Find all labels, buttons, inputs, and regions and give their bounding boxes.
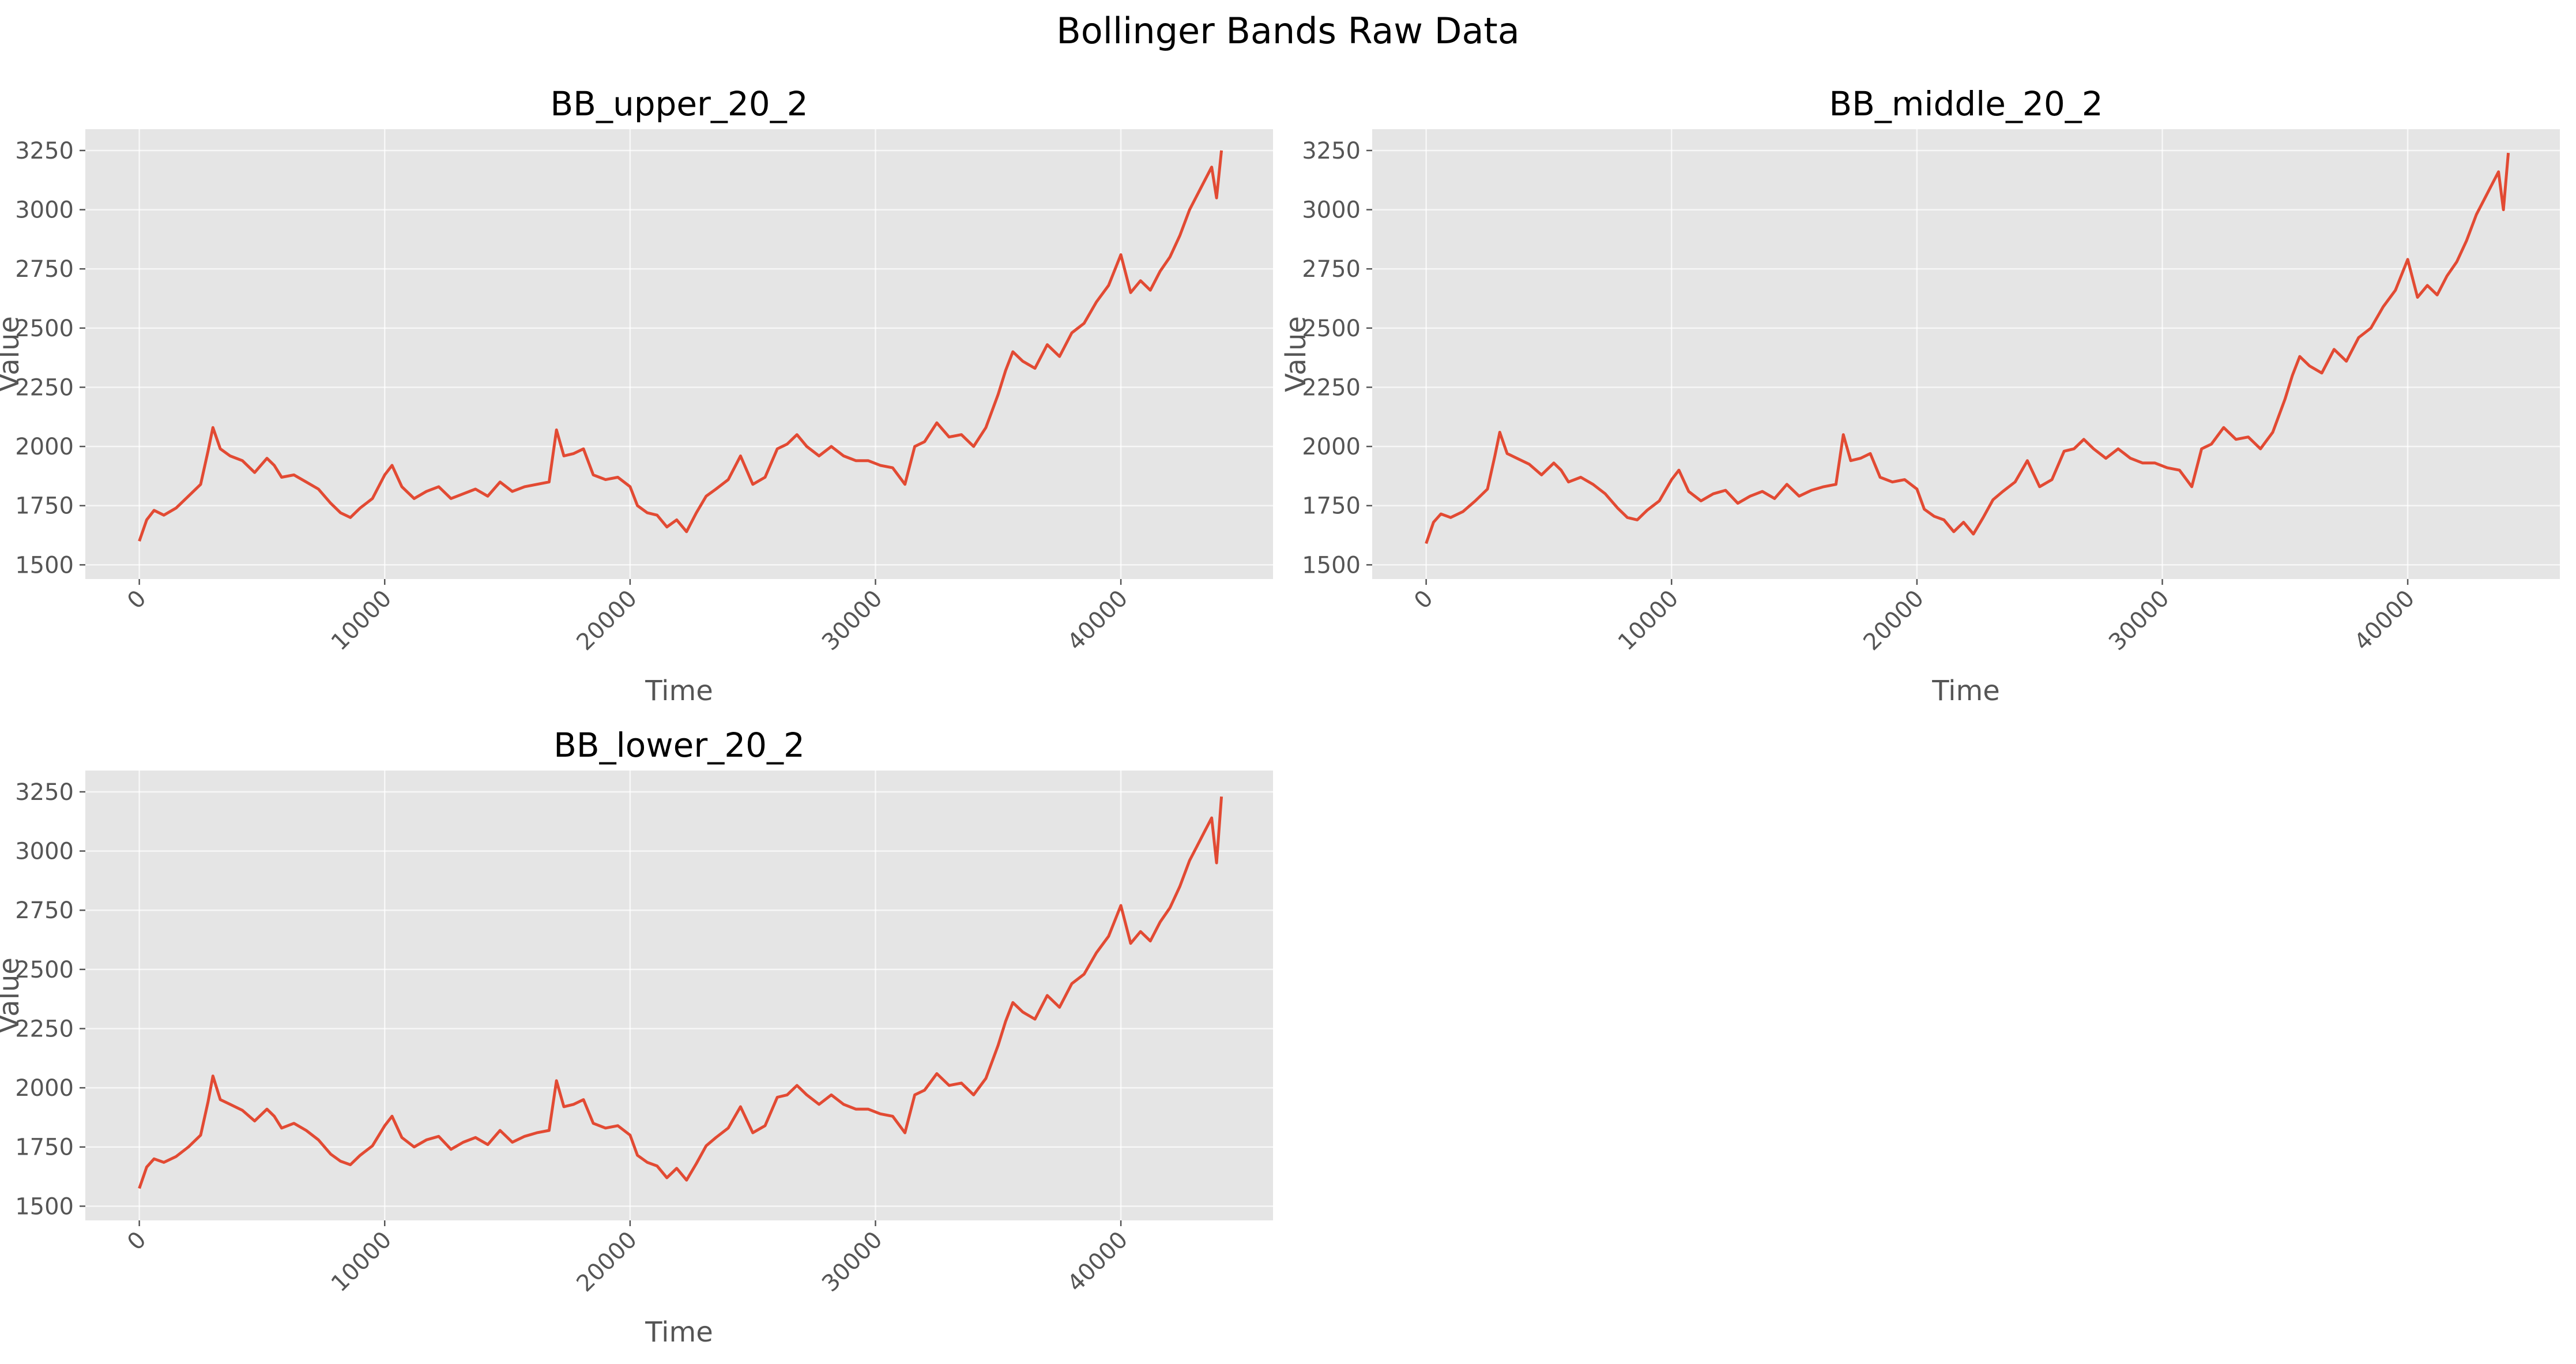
y-tick-label: 3250 [15,138,74,164]
y-tick-label: 3250 [1302,138,1361,164]
subplot-title: BB_lower_20_2 [553,726,805,765]
y-tick-label: 2500 [15,957,74,983]
figure-title: Bollinger Bands Raw Data [1056,10,1520,52]
y-tick-label: 2250 [15,1016,74,1042]
y-axis-label: Value [0,316,25,392]
y-axis-label: Value [1280,316,1312,392]
y-tick-label: 2750 [15,256,74,283]
x-axis-label: Time [1931,675,1999,707]
y-tick-label: 1750 [1302,493,1361,520]
y-tick-label: 1750 [15,1134,74,1161]
series-line [138,150,1223,542]
series-line [138,796,1223,1189]
y-tick-label: 3000 [15,197,74,224]
y-axis-label: Value [0,957,25,1034]
y-tick-label: 2750 [1302,256,1361,283]
plot-area [85,129,1273,579]
plot-area [1372,129,2560,579]
y-tick-label: 2250 [15,374,74,401]
y-tick-label: 1500 [15,552,74,578]
y-tick-label: 2250 [1302,374,1361,401]
subplot-title: BB_upper_20_2 [550,84,808,123]
x-axis-label: Time [645,1316,713,1348]
y-tick-label: 2500 [1302,315,1361,342]
series-line [1425,152,2510,544]
y-tick-label: 2500 [15,315,74,342]
y-tick-label: 1750 [15,493,74,520]
plot-area [85,771,1273,1220]
x-axis-label: Time [645,675,713,707]
subplot-title: BB_middle_20_2 [1829,84,2103,123]
y-tick-label: 2000 [15,434,74,460]
y-tick-label: 3000 [15,839,74,865]
y-tick-label: 2750 [15,897,74,924]
y-tick-label: 3000 [1302,197,1361,224]
y-tick-label: 3250 [15,779,74,806]
y-tick-label: 2000 [1302,434,1361,460]
y-tick-label: 2000 [15,1075,74,1102]
y-tick-label: 1500 [15,1193,74,1220]
y-tick-label: 1500 [1302,552,1361,578]
